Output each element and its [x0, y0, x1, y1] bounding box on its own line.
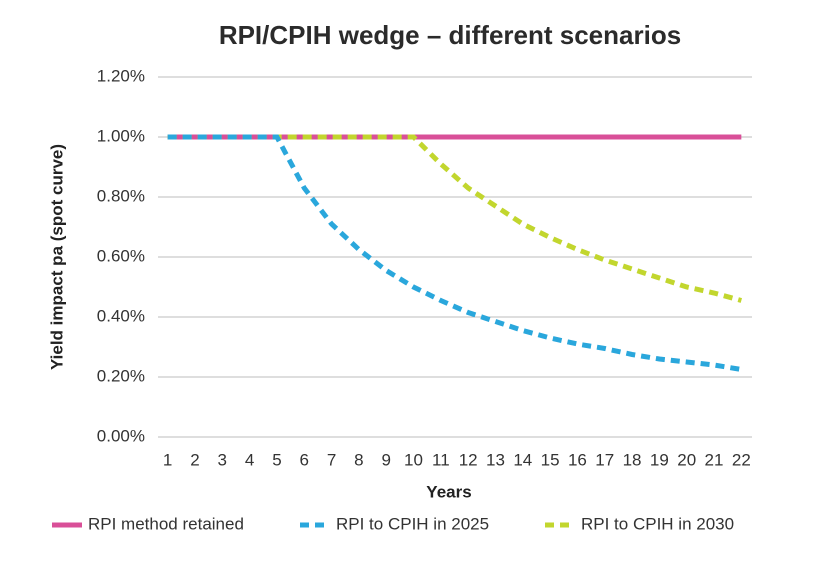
x-tick-label: 1 [163, 450, 172, 469]
x-tick-label: 5 [272, 450, 281, 469]
x-tick-label: 17 [595, 450, 614, 469]
x-axis-title: Years [426, 482, 471, 501]
y-tick-label: 0.40% [97, 306, 145, 325]
legend-label: RPI to CPIH in 2030 [581, 514, 734, 533]
y-axis-title: Yield impact pa (spot curve) [47, 144, 66, 370]
x-tick-label: 15 [541, 450, 560, 469]
x-tick-label: 16 [568, 450, 587, 469]
y-tick-label: 0.80% [97, 186, 145, 205]
y-tick-label: 1.00% [97, 126, 145, 145]
x-tick-label: 21 [705, 450, 724, 469]
y-tick-label: 0.60% [97, 246, 145, 265]
x-tick-label: 3 [218, 450, 227, 469]
x-tick-label: 10 [404, 450, 423, 469]
x-tick-label: 14 [513, 450, 532, 469]
x-tick-label: 22 [732, 450, 751, 469]
x-tick-label: 20 [677, 450, 696, 469]
x-tick-label: 2 [190, 450, 199, 469]
x-tick-label: 18 [623, 450, 642, 469]
y-tick-label: 0.00% [97, 426, 145, 445]
x-tick-label: 13 [486, 450, 505, 469]
x-tick-label: 9 [381, 450, 390, 469]
x-tick-label: 7 [327, 450, 336, 469]
series-line [167, 134, 743, 303]
legend-label: RPI to CPIH in 2025 [336, 514, 489, 533]
x-tick-label: 11 [432, 450, 450, 469]
x-tick-label: 6 [300, 450, 309, 469]
x-tick-label: 4 [245, 450, 254, 469]
series-line [167, 134, 742, 372]
y-tick-label: 0.20% [97, 366, 145, 385]
x-tick-label: 12 [459, 450, 478, 469]
chart-title: RPI/CPIH wedge – different scenarios [219, 20, 681, 50]
x-tick-label: 19 [650, 450, 669, 469]
x-tick-label: 8 [354, 450, 363, 469]
legend-label: RPI method retained [88, 514, 244, 533]
y-tick-label: 1.20% [97, 66, 145, 85]
